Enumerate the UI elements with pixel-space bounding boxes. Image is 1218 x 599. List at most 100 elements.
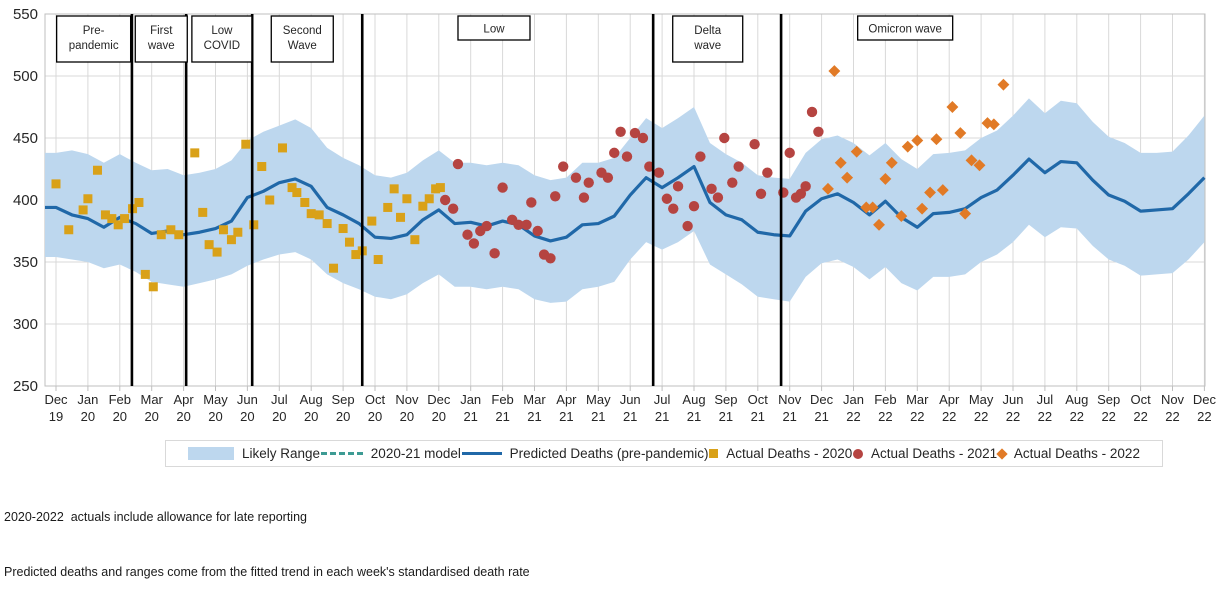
likely-range-swatch-icon	[188, 447, 234, 460]
actual-2022-point	[834, 156, 847, 169]
legend-label-actual-2021: Actual Deaths - 2021	[871, 446, 998, 461]
chart-text: Feb	[109, 392, 131, 407]
actual-2020-point	[402, 194, 412, 204]
chart-text: Jun	[237, 392, 258, 407]
actual-2022-point	[879, 172, 892, 185]
chart-text: Sep	[1097, 392, 1120, 407]
actual-2021-point	[570, 172, 582, 183]
chart-text: Nov	[778, 392, 802, 407]
chart-text: Oct	[1130, 392, 1151, 407]
actual-2020-point	[134, 197, 144, 207]
actual-2020-point	[396, 212, 406, 222]
chart-text: 22	[1197, 409, 1211, 424]
chart-text: Jan	[843, 392, 864, 407]
chart-text: Nov	[1161, 392, 1185, 407]
chart-text: 21	[463, 409, 477, 424]
chart-text: 21	[591, 409, 605, 424]
chart-text: 20	[272, 409, 286, 424]
chart-text: Delta	[694, 25, 721, 37]
wave-label-box	[672, 15, 744, 63]
chart-text: 450	[13, 130, 38, 147]
actual-2021-point	[795, 188, 807, 199]
actual-2021-point	[778, 187, 789, 198]
actual-2022-point	[860, 201, 873, 214]
wave-label-box	[457, 15, 531, 41]
chart-text: 22	[846, 409, 860, 424]
chart-text: 22	[1038, 409, 1052, 424]
chart-text: Mar	[523, 392, 546, 407]
actual-2020-point	[92, 165, 102, 175]
wave-label-box	[857, 15, 954, 41]
actual-2020-point	[383, 202, 393, 212]
chart-text: 21	[655, 409, 669, 424]
chart-text: Aug	[682, 392, 705, 407]
chart-text: Jul	[1037, 392, 1054, 407]
actual-2020-point	[338, 224, 348, 234]
actual-2021-point	[621, 151, 633, 162]
chart-text: Jul	[271, 392, 288, 407]
actual-2021-point	[784, 147, 795, 159]
chart-text: 20	[240, 409, 254, 424]
actual-2020-point	[190, 148, 200, 158]
actual-2020-point	[78, 205, 88, 215]
actual-2020-point	[218, 225, 228, 235]
chart-text: 21	[687, 409, 701, 424]
actual-2020-point	[431, 184, 441, 194]
chart-text: 20	[400, 409, 414, 424]
actual-2022-point	[997, 78, 1010, 91]
actual-2021-point	[447, 203, 459, 214]
actual-2020-point	[314, 210, 324, 220]
chart-text: Low	[483, 24, 505, 36]
actual-2020-point	[198, 207, 208, 217]
actual-2022-point	[901, 140, 914, 153]
chart-text: Dec	[44, 392, 68, 407]
actual-2020-point	[435, 183, 445, 193]
chart-legend: Likely Range 2020-21 model Predicted Dea…	[165, 440, 1163, 467]
chart-text: 20	[432, 409, 446, 424]
legend-item-predicted: Predicted Deaths (pre-pandemic)	[461, 446, 708, 461]
chart-text: Mar	[141, 392, 164, 407]
actual-2020-point	[389, 184, 399, 194]
actual-2022-point	[959, 207, 972, 220]
red-circle-icon	[853, 448, 864, 459]
chart-text: Aug	[300, 392, 323, 407]
actual-2020-point	[329, 263, 339, 273]
legend-label-model: 2020-21 model	[370, 446, 461, 461]
actual-2020-point	[212, 247, 222, 257]
actual-2021-point	[526, 197, 537, 208]
actual-2020-point	[257, 162, 267, 172]
actual-2021-point	[462, 229, 473, 240]
actual-2020-point	[204, 240, 214, 250]
chart-text: 350	[13, 254, 38, 271]
chart-text: Sep	[714, 392, 737, 407]
y-axis: 550 500 450 400 350 300 250	[13, 6, 38, 395]
actual-2021-point	[637, 132, 649, 144]
chart-text: 20	[144, 409, 158, 424]
actual-2021-point	[672, 181, 684, 192]
chart-text: 22	[1070, 409, 1084, 424]
footnote-methodology: Predicted deaths and ranges come from th…	[4, 564, 530, 579]
wave-separators	[130, 14, 783, 386]
chart-text: Apr	[939, 392, 960, 407]
actual-2020-point	[410, 235, 420, 245]
chart-text: Sep	[332, 392, 355, 407]
actual-2020-point	[107, 214, 117, 224]
wave-label-box	[270, 15, 334, 63]
chart-text: 21	[559, 409, 573, 424]
chart-text: 22	[1165, 409, 1179, 424]
chart-text: Aug	[1065, 392, 1088, 407]
chart-text: 22	[878, 409, 892, 424]
actual-2020-point	[300, 197, 310, 207]
predicted-line	[45, 157, 1206, 243]
actual-2020-point	[51, 179, 61, 189]
chart-text: 21	[527, 409, 541, 424]
actual-2020-point	[373, 255, 383, 265]
actual-2020-point	[156, 230, 166, 240]
legend-label-likely-range: Likely Range	[242, 446, 321, 461]
chart-text: Feb	[491, 392, 513, 407]
chart-text: Dec	[810, 392, 834, 407]
actual-2020-point	[174, 230, 184, 240]
chart-text: 20	[304, 409, 318, 424]
actual-2020-point	[287, 183, 297, 193]
actual-2021-point	[695, 151, 706, 162]
